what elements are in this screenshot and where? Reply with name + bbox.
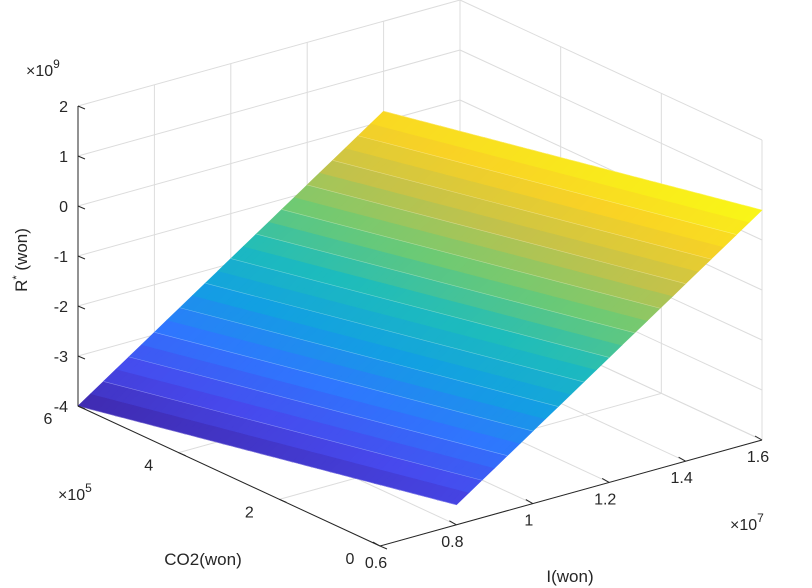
z-tick-label: -1 (54, 249, 68, 266)
x-tick-label: 0.6 (365, 555, 387, 572)
x-tick-mark (525, 499, 534, 505)
grid-line-back-z (77, 0, 461, 107)
z-tick-mark (77, 255, 86, 260)
y-tick-label: 4 (144, 458, 153, 475)
z-tick-mark (77, 155, 86, 160)
z-tick-label: -4 (54, 399, 68, 416)
surface-mesh-line (332, 160, 712, 260)
x-tick-mark (678, 456, 686, 462)
y-axis-label: CO2(won) (164, 550, 241, 569)
surface-mesh-line (154, 332, 533, 432)
y-tick-label: 6 (44, 411, 53, 428)
x-tick-mark (372, 541, 381, 547)
x-tick-mark (601, 477, 610, 483)
x-multiplier-exp: 7 (757, 511, 764, 525)
x-multiplier-base: ×10 (730, 517, 757, 534)
y-axis-line (77, 405, 381, 547)
x-tick-mark (449, 520, 457, 526)
z-tick-label: 1 (59, 149, 68, 166)
x-tick-mark (754, 435, 763, 441)
tick-labels: 0.6 0.8 1 1.2 1.4 1.6 0 2 4 6 2 1 0 -1 -2 -3 -4 (44, 99, 770, 572)
surface-mesh-line (230, 258, 610, 358)
z-tick-mark (77, 355, 86, 360)
surface-mesh-line (358, 135, 737, 235)
z-axis-label-rest: (won) (12, 228, 31, 275)
y-tick-mark (279, 498, 287, 503)
surface-mesh-line (281, 209, 661, 309)
z-multiplier-exp: 9 (53, 57, 60, 71)
z-axis-label-base: R (12, 280, 31, 292)
z-tick-mark (77, 205, 86, 210)
surface-mesh-line (256, 233, 635, 334)
z-tick-mark (77, 105, 86, 110)
z-axis-label-sup: * (11, 275, 23, 280)
y-tick-mark (178, 452, 186, 457)
y-multiplier-base: ×10 (58, 487, 85, 504)
z-tick-mark (77, 405, 86, 410)
z-tick-label: 2 (59, 99, 68, 116)
x-axis-line (379, 439, 763, 547)
y-multiplier: ×105 (58, 481, 92, 504)
surface-cell (742, 208, 763, 223)
y-multiplier-exp: 5 (85, 481, 92, 495)
surface (77, 110, 763, 506)
surface-mesh-line (205, 282, 584, 383)
x-axis-label: I(won) (546, 567, 593, 586)
x-tick-label: 1.4 (670, 470, 692, 487)
y-tick-mark (379, 545, 388, 550)
y-tick-label: 2 (245, 504, 254, 521)
x-tick-label: 0.8 (441, 534, 463, 551)
grid-line-right-z (459, 49, 763, 191)
z-axis-label: R* (won) (11, 228, 31, 292)
x-tick-label: 1 (524, 513, 533, 530)
z-multiplier-base: ×10 (26, 63, 53, 80)
surface-mesh-line (383, 110, 763, 211)
x-tick-label: 1.2 (594, 491, 616, 508)
surface-mesh-line (128, 356, 508, 456)
surface-mesh-line (179, 307, 559, 407)
grid-line-right-z (459, 0, 763, 141)
tick-marks (77, 105, 763, 550)
surface-mesh-line (307, 184, 686, 284)
x-tick-label: 1.6 (747, 449, 769, 466)
surface-mesh-line (77, 405, 457, 506)
y-tick-label: 0 (346, 551, 355, 568)
z-tick-label: 0 (59, 199, 68, 216)
surface-mesh-line (103, 381, 482, 481)
z-tick-label: -2 (54, 299, 68, 316)
z-tick-mark (77, 305, 86, 310)
grid-line-back-z (77, 49, 461, 157)
z-tick-label: -3 (54, 349, 68, 366)
z-multiplier: ×109 (26, 57, 60, 80)
x-multiplier: ×107 (730, 511, 764, 534)
